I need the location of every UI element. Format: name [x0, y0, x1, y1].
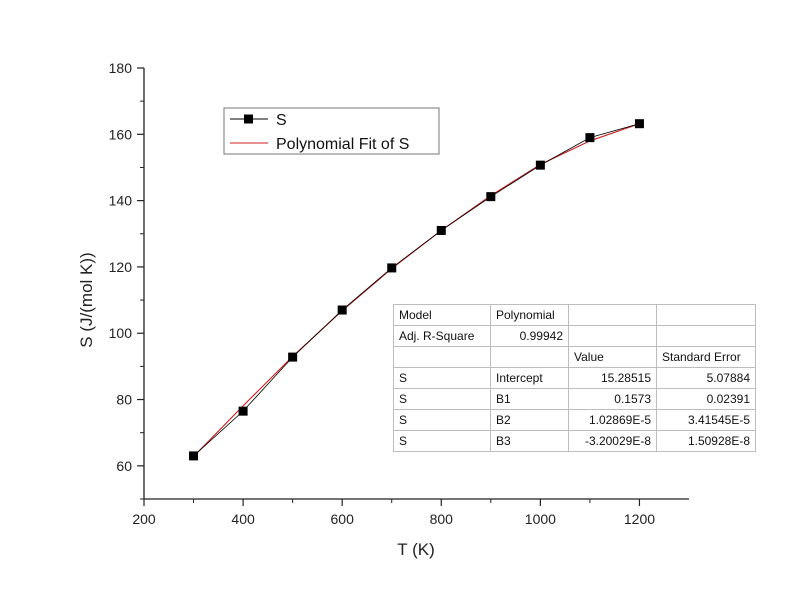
fit-table-cell [490, 346, 569, 368]
fit-table-cell: S [393, 430, 491, 452]
fit-table-cell: 0.99942 [490, 325, 569, 347]
fit-table-row: S B1 0.1573 0.02391 [393, 388, 756, 410]
ticks: 200 400 600 800 1000 1200 60 80 100 120 140 160 180 [109, 60, 656, 527]
x-tick-label: 600 [331, 511, 355, 527]
legend-s-marker [244, 114, 253, 124]
y-tick-label: 140 [109, 193, 133, 209]
fit-table-cell [568, 325, 657, 347]
y-tick-label: 120 [109, 259, 133, 275]
x-tick-label: 400 [231, 511, 255, 527]
fit-table-cell [656, 325, 756, 347]
fit-table-cell: Adj. R-Square [393, 325, 491, 347]
fit-results-table: Model Polynomial Adj. R-Square 0.99942 Value… [393, 304, 756, 452]
fit-table-cell: S [393, 388, 491, 410]
x-tick-label: 1000 [525, 511, 556, 527]
fit-table-cell: B1 [490, 388, 569, 410]
x-tick-label: 800 [430, 511, 454, 527]
data-point [238, 406, 248, 416]
fit-table-cell [393, 346, 491, 368]
data-point [585, 133, 595, 143]
fit-table-row: S B2 1.02869E-5 3.41545E-5 [393, 409, 756, 431]
data-point [288, 352, 298, 362]
data-point [634, 119, 644, 129]
fit-table-row: Value Standard Error [393, 346, 756, 368]
fit-table-cell: 1.50928E-8 [656, 430, 756, 452]
x-tick-label: 200 [132, 511, 156, 527]
y-tick-label: 60 [116, 458, 132, 474]
fit-table-cell: 5.07884 [656, 367, 756, 389]
data-series [189, 119, 644, 461]
fit-table-cell: 15.28515 [568, 367, 657, 389]
data-point [387, 263, 397, 273]
fit-table-cell: Intercept [490, 367, 569, 389]
fit-table-row: S B3 -3.20029E-8 1.50928E-8 [393, 430, 756, 452]
fit-table-cell [568, 304, 657, 326]
fit-table-cell: -3.20029E-8 [568, 430, 657, 452]
fit-table-row: S Intercept 15.28515 5.07884 [393, 367, 756, 389]
fit-table-cell [656, 304, 756, 326]
y-axis-title: S (J/(mol K)) [77, 252, 96, 347]
fit-table-row: Model Polynomial [393, 304, 756, 326]
data-line [193, 123, 640, 457]
fit-table-cell: Standard Error [656, 346, 756, 368]
legend-s-label: S [276, 112, 287, 129]
fit-table-cell: 3.41545E-5 [656, 409, 756, 431]
fit-table-cell: 0.02391 [656, 388, 756, 410]
y-tick-label: 180 [109, 60, 133, 76]
data-point [436, 225, 446, 235]
fit-table-cell: B2 [490, 409, 569, 431]
fit-table-cell: 0.1573 [568, 388, 657, 410]
fit-table-cell: 1.02869E-5 [568, 409, 657, 431]
data-point [486, 192, 496, 202]
legend-fit-label: Polynomial Fit of S [276, 136, 409, 153]
data-point [337, 305, 347, 315]
x-axis-title: T (K) [397, 540, 434, 559]
fit-table-row: Adj. R-Square 0.99942 [393, 325, 756, 347]
legend-box [223, 107, 440, 155]
fit-table-cell: Value [568, 346, 657, 368]
data-point [189, 451, 199, 461]
data-point [535, 160, 545, 170]
fit-table-cell: Polynomial [490, 304, 569, 326]
axes [143, 68, 689, 500]
y-tick-label: 160 [109, 126, 133, 142]
legend: S Polynomial Fit of S [223, 107, 440, 155]
x-tick-label: 1200 [624, 511, 655, 527]
fit-table-cell: S [393, 409, 491, 431]
fit-table-cell: S [393, 367, 491, 389]
fit-table-cell: Model [393, 304, 491, 326]
y-tick-label: 100 [109, 325, 133, 341]
y-tick-label: 80 [116, 392, 132, 408]
fit-table-cell: B3 [490, 430, 569, 452]
